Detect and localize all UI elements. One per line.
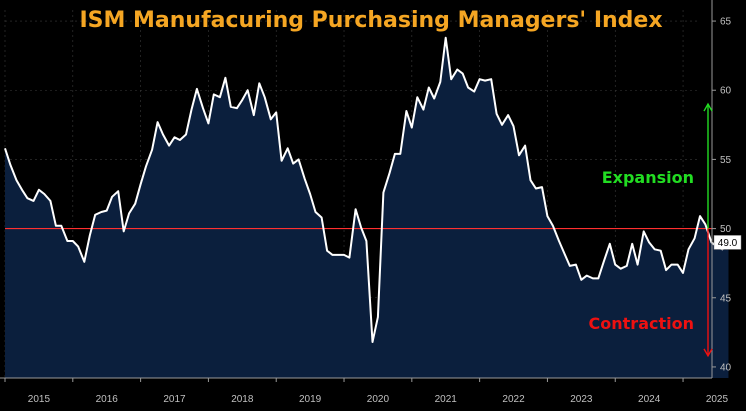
x-tick-label: 2020 [367, 394, 390, 405]
x-tick-label: 2017 [163, 394, 186, 405]
contraction-label: Contraction [589, 314, 694, 333]
y-tick-label: 60 [720, 86, 732, 97]
x-axis-ticks: 2015 2016 2017 2018 2019 2020 2021 2022 2023 2024… [4, 378, 729, 405]
y-tick-label: 65 [720, 17, 732, 28]
x-tick-label: 2024 [638, 394, 661, 405]
y-tick-label: 50 [720, 224, 732, 235]
x-tick-label: 2019 [299, 394, 322, 405]
expansion-arrowhead [703, 102, 713, 112]
last-value-box [713, 235, 742, 250]
last-value-label: 49.0 [718, 238, 738, 249]
contraction-arrowhead [703, 348, 713, 358]
pmi-area-fill [5, 37, 729, 378]
x-tick-label: 2022 [502, 394, 525, 405]
annotations: Expansion Contraction [589, 102, 713, 358]
y-tick-label: 40 [720, 362, 732, 373]
y-tick-label: 55 [720, 155, 732, 166]
last-value-marker: 49.0 [713, 235, 742, 250]
x-tick-label: 2015 [28, 394, 51, 405]
x-tick-label: 2023 [570, 394, 593, 405]
y-axis-ticks: 40 45 50 55 60 65 [712, 17, 732, 373]
x-tick-label: 2018 [231, 394, 254, 405]
x-tick-label: 2021 [435, 394, 458, 405]
expansion-label: Expansion [602, 168, 694, 187]
chart-title: ISM Manufacuring Purchasing Managers' In… [79, 8, 662, 33]
y-tick-label: 45 [720, 293, 732, 304]
x-tick-label: 2016 [96, 394, 119, 405]
pmi-series-line [4, 36, 730, 343]
x-tick-label: 2025 [706, 394, 729, 405]
